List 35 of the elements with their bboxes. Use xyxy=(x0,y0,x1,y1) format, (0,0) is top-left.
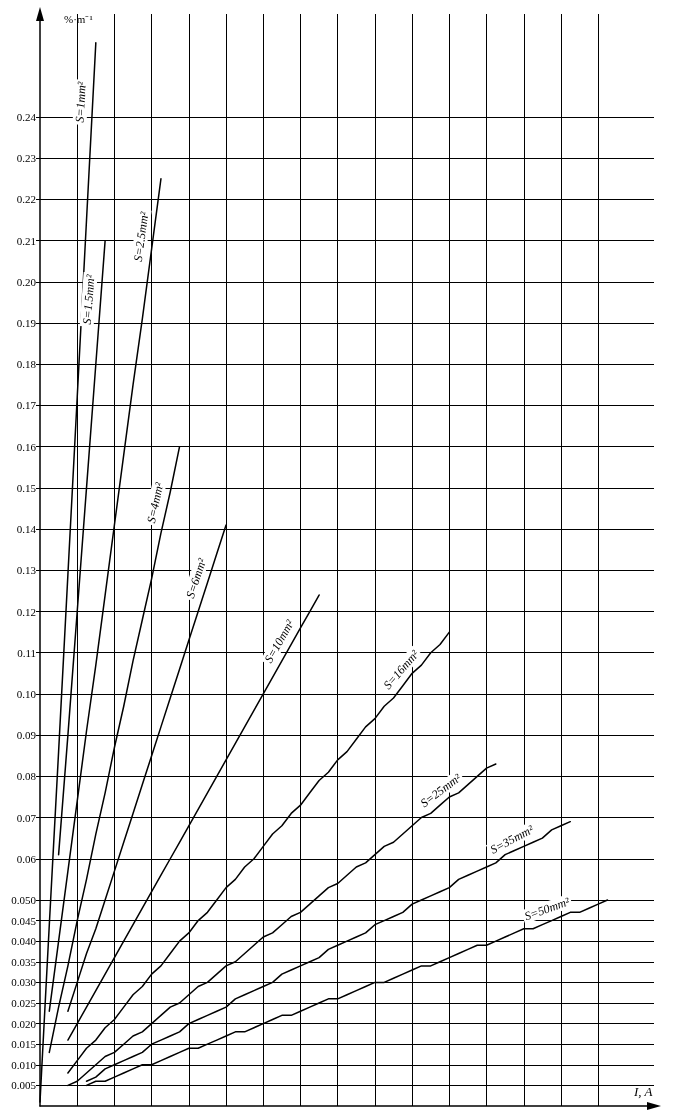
text: S=1mm² xyxy=(72,80,89,123)
text: S=1.5mm² xyxy=(79,273,98,325)
y-tick-label: 0.050 xyxy=(11,893,37,906)
y-tick-label: 0.07 xyxy=(16,811,37,824)
y-tick-label: 0.24 xyxy=(16,111,37,124)
y-tick-label: 0.08 xyxy=(16,770,37,783)
y-tick-label: 0.010 xyxy=(11,1058,37,1071)
y-tick-label: 0.18 xyxy=(16,358,37,371)
y-tick-label: 0.23 xyxy=(16,152,37,165)
y-tick-label: 0.10 xyxy=(16,687,37,700)
text: S=2.5mm² xyxy=(130,210,152,263)
y-tick-label: 0.13 xyxy=(16,564,37,577)
y-tick-label: 0.19 xyxy=(16,317,37,330)
y-tick-label: 0.005 xyxy=(11,1079,37,1092)
y-tick-label: 0.14 xyxy=(16,523,37,536)
y-tick-label: 0.040 xyxy=(11,935,37,948)
y-tick-label: 0.035 xyxy=(11,955,37,968)
y-tick-label: 0.06 xyxy=(16,852,37,865)
y-tick-label: 0.20 xyxy=(16,275,37,288)
text: S=4mm² xyxy=(144,480,167,525)
y-tick-label: 0.22 xyxy=(16,193,36,206)
y-tick-label: 0.11 xyxy=(17,646,36,659)
y-tick-label: 0.17 xyxy=(16,399,37,412)
y-tick-label: 0.025 xyxy=(11,996,37,1009)
y-tick-label: 0.09 xyxy=(16,729,37,742)
y-tick-label: 0.030 xyxy=(11,976,37,989)
y-tick-label: 0.15 xyxy=(16,481,37,494)
y-tick-label: 0.015 xyxy=(11,1038,37,1051)
y-tick-label: 0.020 xyxy=(11,1017,37,1030)
y-tick-label: 0.21 xyxy=(16,234,36,247)
y-tick-label: 0.045 xyxy=(11,914,37,927)
text: S=6mm² xyxy=(183,556,210,600)
x-axis-title: I, A xyxy=(633,1084,653,1099)
y-tick-label: 0.12 xyxy=(16,605,36,618)
y-tick-label: 0.16 xyxy=(16,440,37,453)
